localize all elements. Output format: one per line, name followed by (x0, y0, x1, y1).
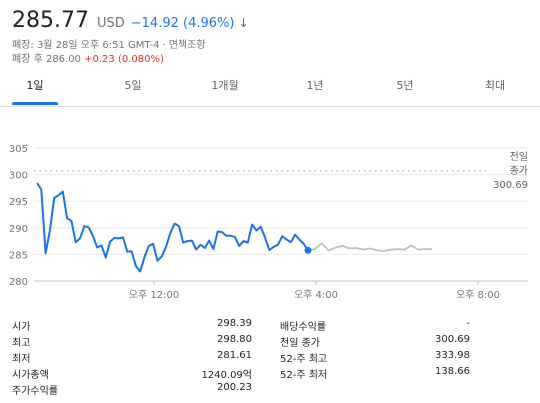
y-tick-label: 300 (9, 171, 28, 182)
prev-close-value: 300.69 (493, 180, 528, 191)
tab-1d[interactable]: 1일 (26, 79, 44, 92)
separator-dot: · (162, 40, 166, 51)
y-tick-label: 305 (9, 144, 28, 155)
stat-value: 300.69 (435, 334, 470, 345)
stat-label: 시가 (12, 322, 31, 333)
y-tick-label: 290 (9, 224, 28, 235)
stat-value: 200.23 (217, 382, 252, 393)
stat-value: 298.39 (217, 318, 252, 329)
last-price-dot (304, 246, 312, 254)
stat-prev-close: 전일 종가 300.69 (280, 334, 470, 349)
close-time: 폐장: 3월 28일 오후 6:51 GMT-4 (12, 40, 160, 51)
prev-close-label-line2: 종가 (510, 165, 528, 177)
active-tab-indicator (12, 102, 58, 105)
close-info: 폐장: 3월 28일 오후 6:51 GMT-4 · 면책조항 (12, 36, 206, 51)
arrow-down-icon: ↓ (238, 16, 249, 30)
current-price: 285.77 (12, 8, 89, 33)
stat-value: 333.98 (435, 350, 470, 361)
x-tick-label: 오후 12:00 (129, 289, 179, 301)
y-tick-label: 280 (9, 277, 28, 288)
stat-value: 1240.09억 (201, 370, 252, 381)
tab-max[interactable]: 최대 (484, 79, 506, 92)
stat-value: 281.61 (217, 350, 252, 361)
y-tick-label: 295 (9, 197, 28, 208)
stat-label: 시가총액 (12, 370, 49, 381)
x-tick-label: 오후 4:00 (294, 289, 338, 301)
stat-label: 주가수익률 (12, 386, 58, 397)
prev-close-label-line1: 전일 (510, 151, 528, 163)
stat-label: 52-주 최저 (280, 370, 328, 381)
currency-label: USD (96, 16, 125, 31)
tab-1m[interactable]: 1개월 (211, 79, 239, 92)
stat-pe-ratio: 주가수익률 200.23 (12, 382, 252, 397)
stat-label: 52-주 최고 (280, 354, 328, 365)
stat-low: 최저 281.61 (12, 350, 252, 365)
tab-5d[interactable]: 5일 (124, 79, 142, 92)
x-tick-label: 오후 8:00 (456, 289, 500, 301)
stat-market-cap: 시가총액 1240.09억 (12, 366, 252, 381)
stat-label: 배당수익률 (280, 322, 326, 333)
stat-value: - (466, 318, 470, 329)
stat-value: 138.66 (435, 366, 470, 377)
stat-open: 시가 298.39 (12, 318, 252, 333)
quote-header: 285.77 USD −14.92 (4.96%) ↓ (12, 8, 249, 33)
tab-1y[interactable]: 1년 (306, 79, 324, 92)
after-hours-price: 폐장 후 286.00 (12, 54, 81, 65)
stat-label: 전일 종가 (280, 338, 320, 349)
disclaimer-link[interactable]: 면책조항 (168, 40, 206, 51)
stat-value: 298.80 (217, 334, 252, 345)
after-hours-change: +0.23 (0.080%) (84, 54, 164, 65)
range-tabs: 1일 5일 1개월 1년 5년 최대 (0, 70, 540, 107)
stat-52w-low: 52-주 최저 138.66 (280, 366, 470, 381)
price-chart[interactable]: 305 300 295 290 285 280 오후 12:00 오후 4:00 오후 8:0… (0, 128, 540, 308)
stat-label: 최저 (12, 354, 31, 365)
tab-5y[interactable]: 5년 (396, 79, 414, 92)
stat-52w-high: 52-주 최고 333.98 (280, 350, 470, 365)
stat-high: 최고 298.80 (12, 334, 252, 349)
after-hours-line (307, 242, 432, 253)
stat-dividend-yield: 배당수익률 - (280, 318, 470, 333)
price-change: −14.92 (4.96%) (130, 16, 235, 31)
stat-label: 최고 (12, 338, 31, 349)
y-tick-label: 285 (9, 250, 28, 261)
price-line (36, 182, 309, 273)
after-hours-info: 폐장 후 286.00 +0.23 (0.080%) (12, 50, 164, 65)
